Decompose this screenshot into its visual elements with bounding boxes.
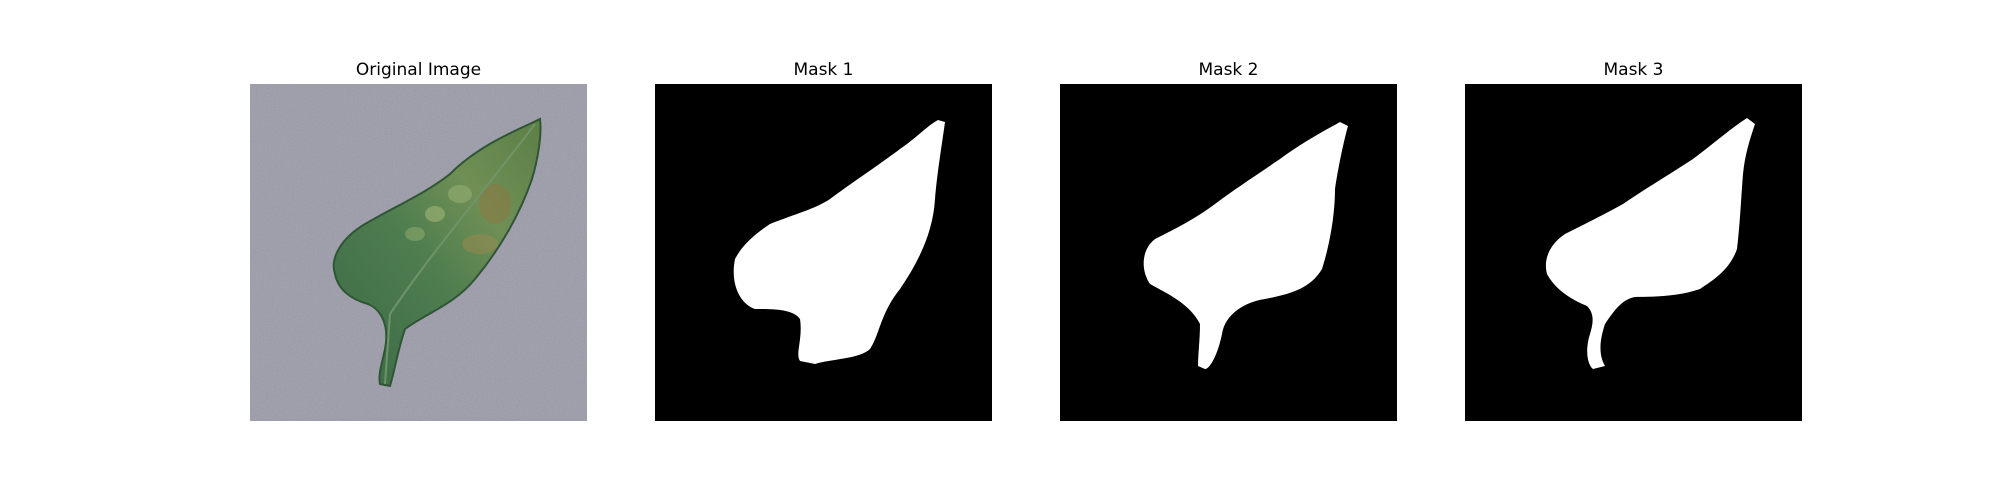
mask-2-image (1060, 84, 1397, 421)
mask-3-image (1465, 84, 1802, 421)
original-image (250, 84, 587, 421)
panel-title: Original Image (355, 60, 482, 80)
panel-title: Mask 2 (1198, 60, 1259, 80)
panel-title: Mask 3 (1603, 60, 1664, 80)
mask-1-image (655, 84, 992, 421)
panel-title: Mask 1 (793, 60, 854, 80)
